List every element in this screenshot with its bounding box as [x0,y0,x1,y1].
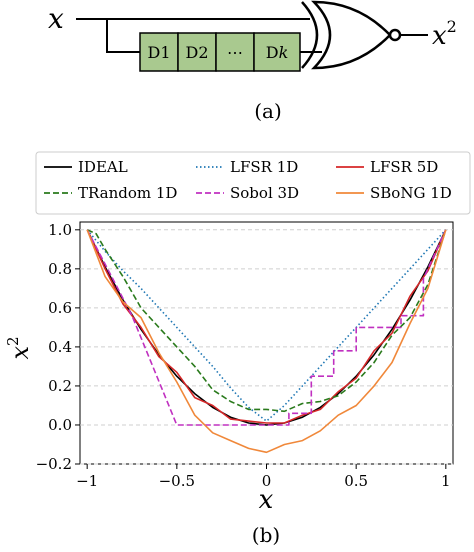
x-tick-label-3: 0.5 [344,472,368,490]
y-tick-label-6: 1.0 [48,221,72,239]
delay-block-k [253,32,301,72]
legend-label-sbong-1d: SBoNG 1D [370,184,452,202]
delay-branch-wire [106,19,140,53]
series-line-sbong-1d [86,229,447,454]
series-line-lfsr-1d [86,229,447,422]
xnor-bubble [388,28,402,42]
xnor-body [311,0,392,70]
x-axis-label: x [259,485,274,515]
x-axis-ticks: −1 −0.5 0 0.5 1 [76,464,451,490]
x-tick-label-0: −1 [76,472,98,490]
delay-label-k: Dk [266,43,289,62]
legend-items: IDEAL LFSR 1D LFSR 5D TRandom 1D Sobol 3D SBo… [44,158,452,202]
legend-label-ideal: IDEAL [78,158,128,176]
y-tick-label-1: 0.0 [48,416,72,434]
y-tick-label-4: 0.6 [48,299,72,317]
circuit-diagram: x D1 D2 ⋯ Dk x2 (a) [48,0,457,123]
x-tick-label-1: −0.5 [159,472,195,490]
y-tick-label-0: −0.2 [36,455,72,473]
delay-label-2: D2 [185,43,208,62]
caption-a: (a) [254,99,282,123]
chart: −1 −0.5 0 0.5 1 −0.20.00.20.40.60.81.0 x x2 … [4,151,471,547]
legend: IDEAL LFSR 1D LFSR 5D TRandom 1D Sobol 3D SBo… [35,151,471,215]
delay-label-1: D1 [147,43,170,62]
y-tick-label-5: 0.8 [48,260,72,278]
x-tick-label-2: 0 [262,472,272,490]
delay-chain: D1 D2 ⋯ Dk [139,32,301,72]
series-line-lfsr-5d [86,229,447,424]
series-layer [86,229,447,454]
xnor-gate [301,0,402,70]
delay-block-ellipsis [215,32,255,72]
y-tick-label-3: 0.4 [48,338,72,356]
legend-label-lfsr-1d: LFSR 1D [230,158,298,176]
series-line-sobol-3d [86,229,447,426]
input-x-label: x [48,2,64,35]
legend-label-lfsr-5d: LFSR 5D [370,158,438,176]
caption-b: (b) [252,523,280,547]
y-axis-label: x2 [4,336,34,359]
legend-label-sobol-3d: Sobol 3D [230,184,299,202]
xnor-extra-arc [301,1,319,69]
x-tick-label-4: 1 [441,472,451,490]
y-axis-ticks: −0.2 0.0 0.2 0.4 0.6 0.8 1.0 [36,221,80,473]
series-line-trandom-1d [86,229,447,413]
gridlines [80,229,453,465]
output-label: x2 [432,17,457,51]
legend-label-trandom-1d: TRandom 1D [78,184,177,202]
delay-label-ellipsis: ⋯ [227,43,243,62]
plot-frame [79,221,454,465]
y-tick-label-2: 0.2 [48,377,72,395]
